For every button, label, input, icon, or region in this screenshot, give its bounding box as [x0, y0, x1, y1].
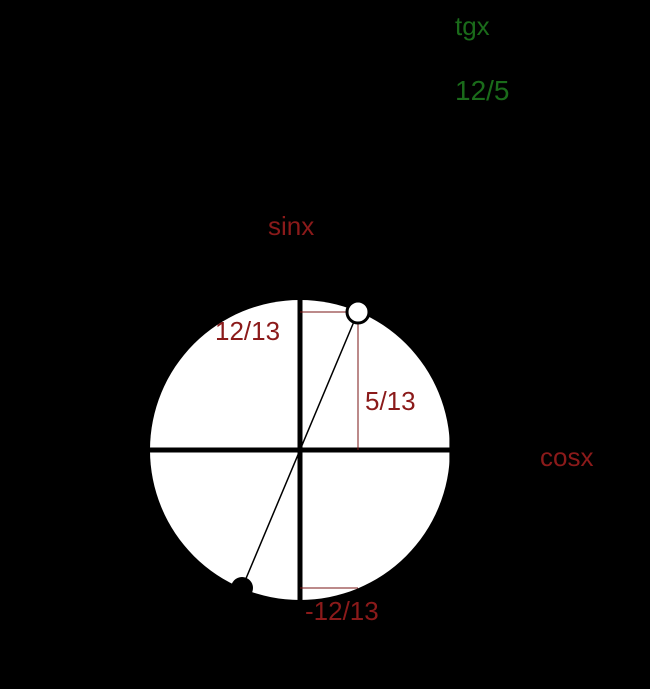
point-lower-filled [231, 577, 253, 599]
label-cos-value: 5/13 [365, 386, 416, 416]
label-cosx: cosx [540, 442, 593, 472]
unit-circle-diagram: tgx 12/5 sinx cosx 12/13 5/13 -12/13 [0, 0, 650, 689]
label-tgx: tgx [455, 11, 490, 41]
label-sin-upper-value: 12/13 [215, 316, 280, 346]
label-sin-lower-value: -12/13 [305, 596, 379, 626]
label-sinx: sinx [268, 211, 314, 241]
label-tan-value: 12/5 [455, 75, 510, 106]
point-upper-open [347, 301, 369, 323]
